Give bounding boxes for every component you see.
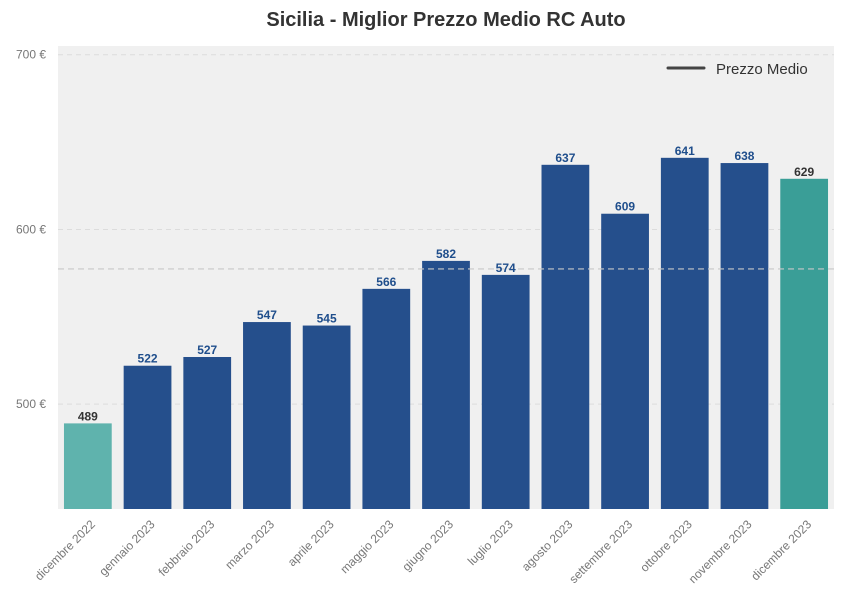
x-tick-label: ottobre 2023: [637, 517, 695, 575]
bar-value-label: 545: [317, 312, 337, 326]
bar: [63, 423, 112, 509]
bar: [780, 178, 829, 509]
bar-value-label: 629: [794, 165, 814, 179]
bar: [123, 365, 172, 509]
bar-value-label: 582: [436, 247, 456, 261]
bar: [422, 260, 470, 509]
x-tick-label: settembre 2023: [566, 517, 635, 586]
x-tick-label: giugno 2023: [399, 517, 456, 574]
bar-value-label: 547: [257, 308, 277, 322]
chart-title: Sicilia - Miglior Prezzo Medio RC Auto: [266, 9, 625, 31]
bar: [481, 274, 530, 509]
bar-value-label: 527: [197, 343, 217, 357]
legend-label: Prezzo Medio: [716, 61, 808, 78]
x-tick-label: agosto 2023: [519, 517, 576, 574]
x-tick-label: luglio 2023: [465, 517, 516, 568]
y-tick-label: 700 €: [16, 48, 46, 62]
bar: [720, 163, 769, 510]
x-tick-label: marzo 2023: [222, 517, 277, 572]
y-tick-label: 600 €: [16, 222, 46, 236]
x-tick-label: dicembre 2023: [748, 517, 814, 583]
legend: Prezzo Medio: [666, 61, 808, 78]
bar: [302, 325, 351, 509]
bar-value-label: 609: [615, 200, 635, 214]
x-tick-label: febbraio 2023: [156, 517, 218, 579]
bar: [183, 356, 232, 509]
bar: [601, 213, 649, 509]
x-tick-label: gennaio 2023: [96, 517, 158, 579]
x-tick-label: dicembre 2022: [32, 517, 98, 583]
data-labels: 489 522 527 547 545 566 582 574 637 609 641 638 629: [78, 144, 815, 424]
bar-value-label: 522: [138, 352, 158, 366]
bar-value-label: 489: [78, 409, 98, 423]
bar-value-label: 641: [675, 144, 695, 158]
y-tick-label: 500 €: [16, 397, 46, 411]
bar-value-label: 638: [734, 149, 754, 163]
bar: [541, 164, 590, 509]
bar: [243, 322, 291, 509]
bar-value-label: 637: [555, 151, 575, 165]
bar: [362, 288, 411, 509]
bar: [660, 157, 709, 510]
x-tick-label: maggio 2023: [337, 517, 396, 576]
bar-value-label: 566: [376, 275, 396, 289]
x-tick-label: aprile 2023: [285, 517, 337, 569]
bars: [63, 157, 829, 510]
x-tick-label: novembre 2023: [686, 517, 755, 586]
bar-value-label: 574: [496, 261, 516, 275]
y-axis-ticks: 500 € 600 € 700 €: [16, 48, 46, 411]
